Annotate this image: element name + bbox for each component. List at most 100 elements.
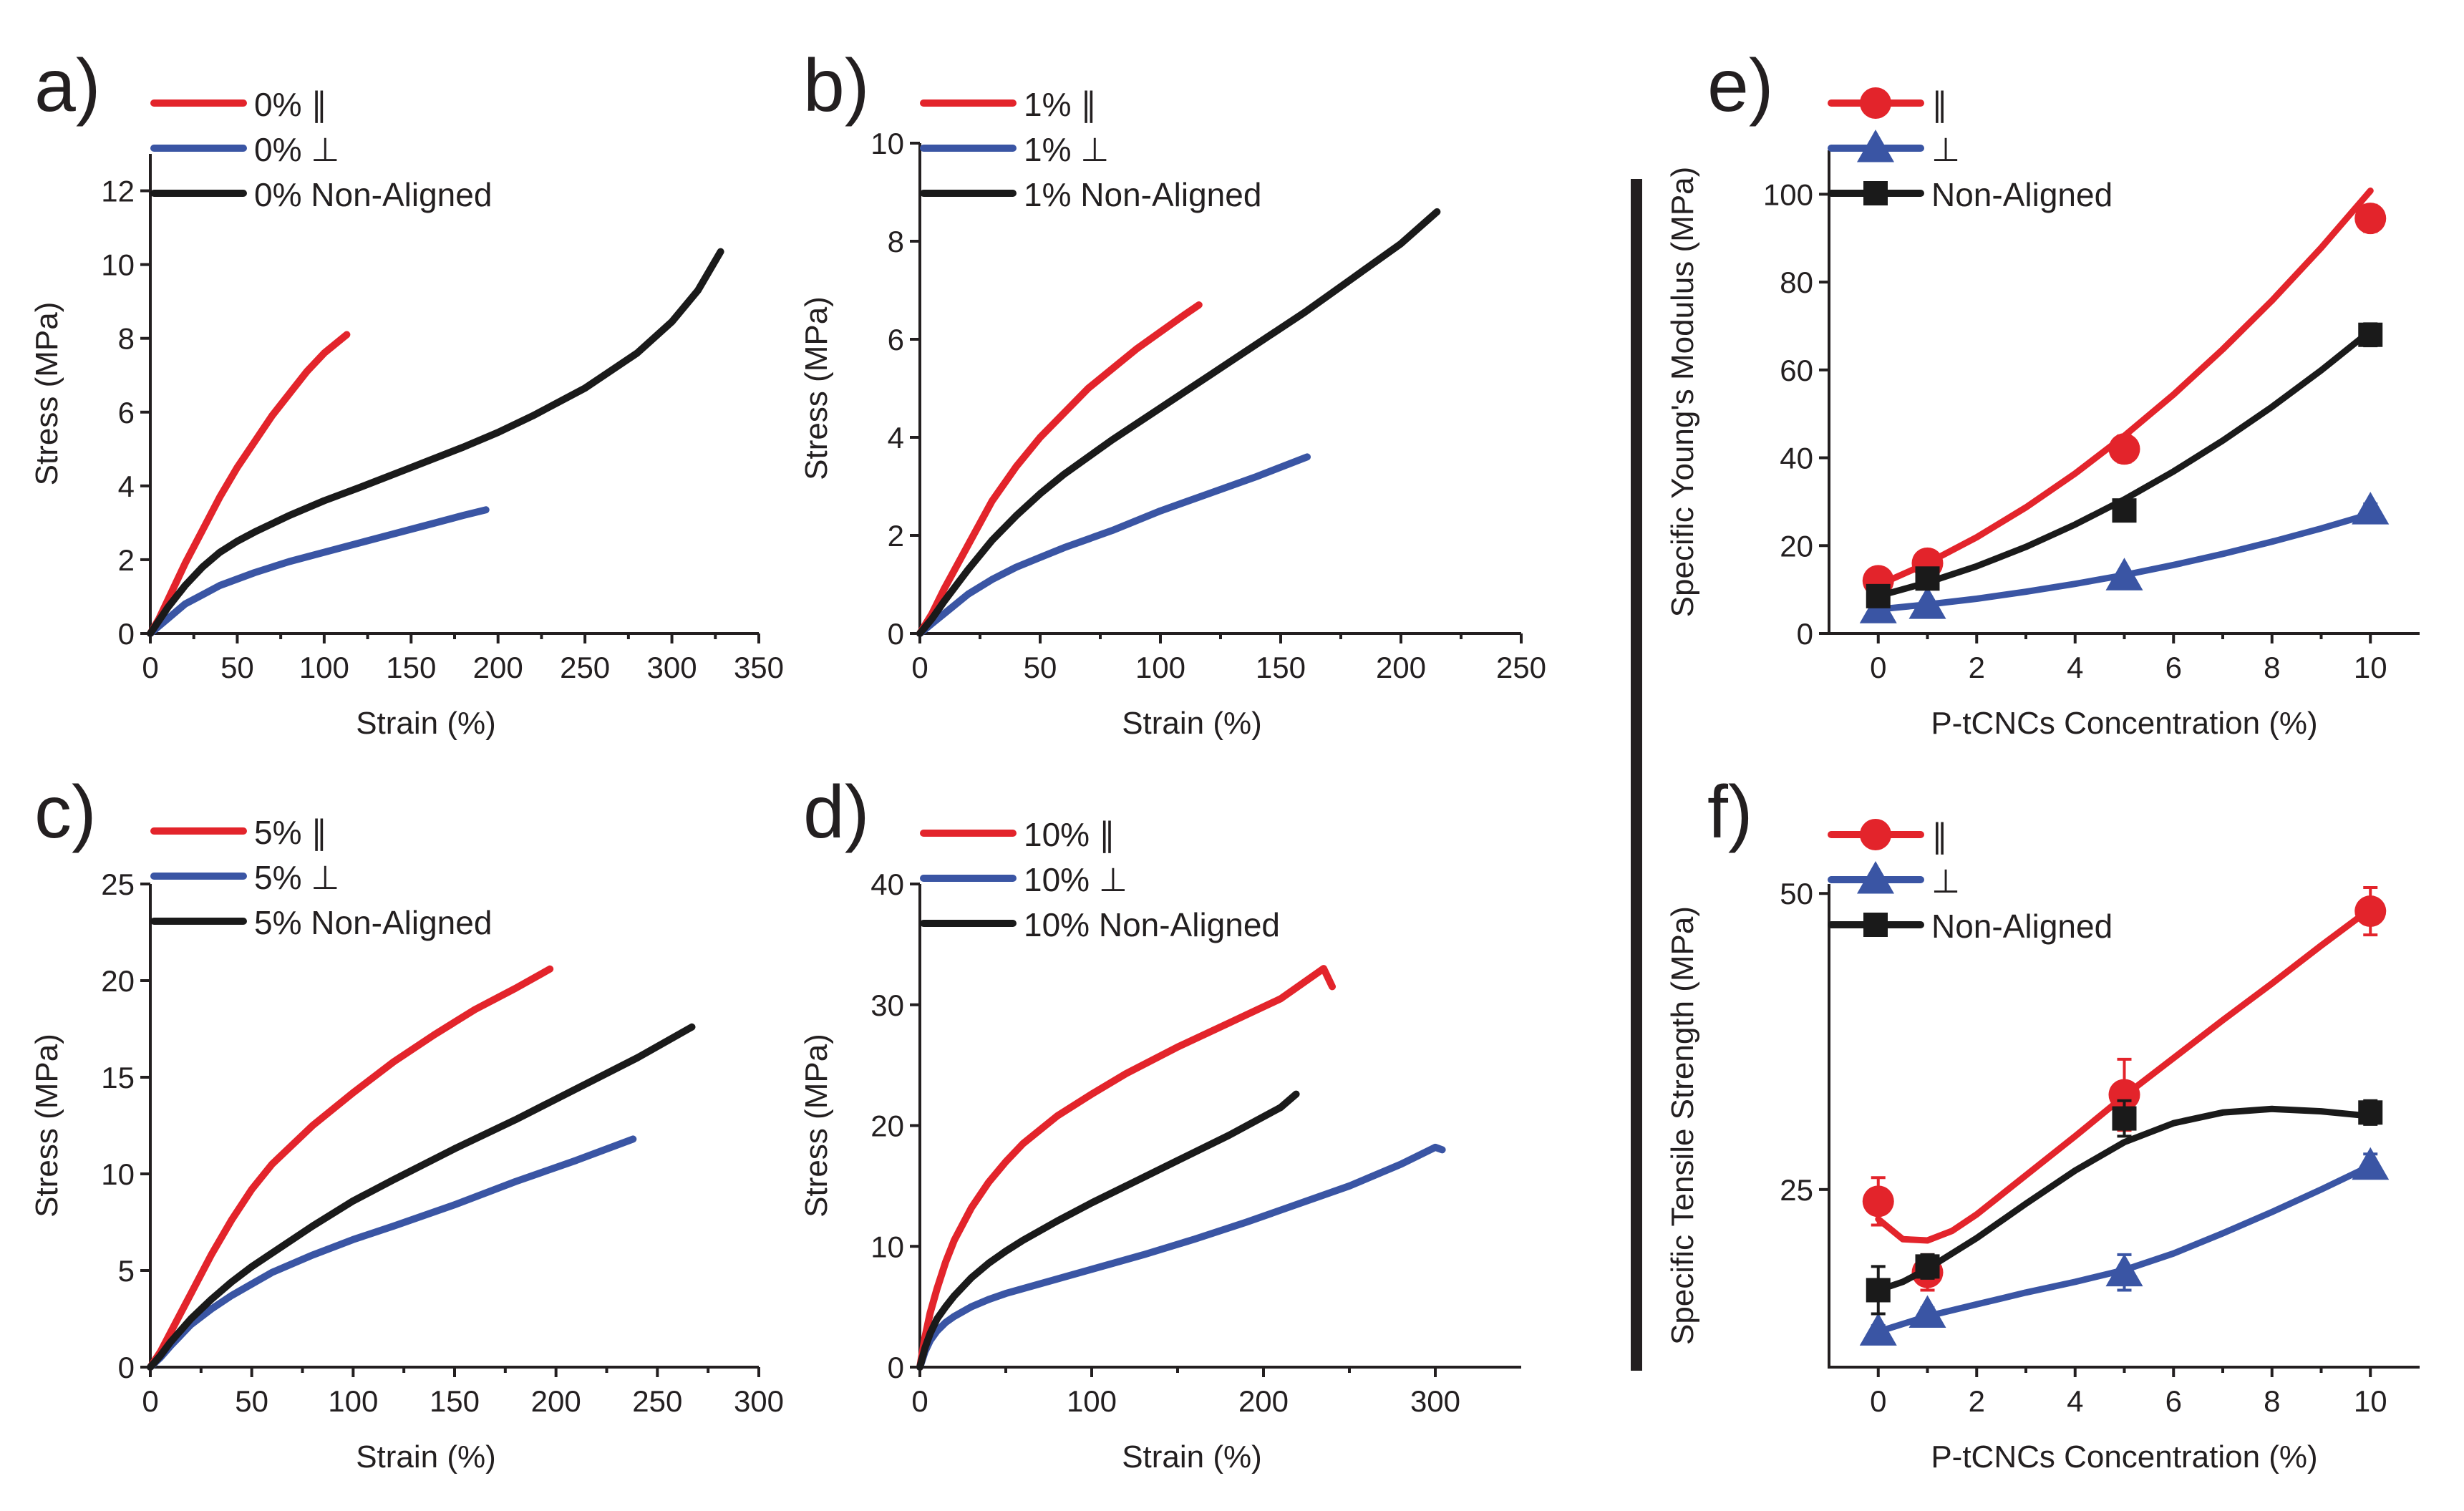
x-tick-label: 6: [2165, 651, 2182, 684]
legend-marker-square: [1863, 181, 1888, 205]
x-tick-label: 150: [430, 1384, 480, 1418]
x-tick-label: 8: [2264, 651, 2280, 684]
series-parallel: [916, 965, 1336, 1371]
legend-label: 5% ∥: [254, 814, 327, 851]
legend-entry: 0% ⊥: [150, 131, 339, 168]
x-axis-label: Strain (%): [356, 706, 496, 741]
x-tick-label: 50: [1024, 651, 1057, 684]
y-tick-label: 100: [1763, 178, 1813, 211]
y-tick-label: 2: [118, 543, 135, 577]
y-tick-label: 0: [118, 1351, 135, 1384]
series-non_aligned: [147, 248, 724, 637]
y-tick-label: 25: [1780, 1173, 1813, 1207]
legend-label: Non-Aligned: [1931, 908, 2113, 945]
fit-curve: [1875, 1162, 2374, 1335]
x-tick-label: 250: [632, 1384, 682, 1418]
legend-label: 1% Non-Aligned: [1024, 176, 1261, 213]
x-axis-label: Strain (%): [356, 1439, 496, 1474]
y-axis-label: Specific Young's Modulus (MPa): [1665, 167, 1700, 618]
legend-entry: 0% ∥: [150, 86, 327, 123]
legend-label: 10% Non-Aligned: [1024, 906, 1280, 943]
series-non_aligned: [147, 1023, 696, 1371]
series-non_aligned: [916, 1090, 1300, 1371]
y-tick-label: 6: [118, 396, 135, 429]
data-point-circle: [2108, 433, 2140, 465]
data-point-triangle: [2352, 492, 2390, 525]
chart-panel-d: d) 0 100 200 300 0 10 20 30 40 Strain (%) Stress (M…: [799, 771, 1521, 1474]
x-axis-label: Strain (%): [1122, 706, 1262, 741]
y-tick-label: 25: [101, 868, 135, 901]
stress-strain-curve: [916, 301, 1203, 637]
legend-marker-triangle: [1857, 130, 1894, 162]
stress-strain-curve: [916, 1090, 1300, 1371]
series-non_aligned: [1866, 322, 2383, 608]
x-tick-label: 150: [1256, 651, 1306, 684]
y-axis-label: Stress (MPa): [799, 1034, 834, 1218]
legend-entry: ⊥: [1828, 130, 1960, 168]
stress-strain-curve: [147, 331, 351, 637]
axis-frame: [149, 154, 759, 635]
data-point-circle: [2354, 895, 2387, 928]
y-tick-label: 80: [1780, 266, 1813, 299]
x-tick-label: 300: [734, 1384, 784, 1418]
legend-entry: 5% ∥: [150, 814, 327, 851]
legend-entry: ⊥: [1828, 861, 1960, 900]
stress-strain-curve: [147, 1023, 696, 1371]
panel-label: d): [803, 771, 869, 854]
series-non_aligned: [916, 208, 1441, 637]
y-tick-label: 10: [101, 1157, 135, 1191]
series-parallel: [1862, 188, 2387, 597]
legend-entry: 1% ⊥: [920, 131, 1109, 168]
x-tick-label: 2: [1969, 651, 1985, 684]
y-tick-label: 10: [870, 1230, 904, 1263]
chart-panel-c: c) 0 50 100 150 200 250 300 0 5 10 15 20 25 Strain (%)…: [29, 771, 784, 1474]
x-tick-label: 10: [2354, 1384, 2387, 1418]
x-tick-label: 6: [2165, 1384, 2182, 1418]
y-tick-label: 5: [118, 1254, 135, 1288]
chart-panel-f: f) 0 2 4 6 8 10 25 50 P-tCNCs Concentration (%) Sp…: [1665, 771, 2420, 1474]
y-tick-label: 2: [888, 519, 904, 553]
y-axis-label: Specific Tensile Strength (MPa): [1665, 906, 1700, 1345]
data-point-triangle: [1908, 586, 1946, 619]
y-tick-label: 0: [888, 617, 904, 651]
y-tick-label: 8: [888, 225, 904, 258]
series-parallel: [1862, 885, 2387, 1292]
series-perpendicular: [1859, 1147, 2390, 1346]
legend-marker-triangle: [1857, 861, 1894, 894]
series-perpendicular: [1859, 492, 2390, 623]
x-tick-label: 4: [2067, 651, 2083, 684]
x-tick-label: 100: [1135, 651, 1185, 684]
y-tick-label: 15: [101, 1061, 135, 1094]
y-tick-label: 8: [118, 322, 135, 356]
x-tick-label: 150: [386, 651, 436, 684]
y-axis-label: Stress (MPa): [799, 296, 834, 480]
x-tick-label: 0: [1870, 1384, 1886, 1418]
y-axis-label: Stress (MPa): [29, 302, 64, 486]
x-axis-label: P-tCNCs Concentration (%): [1931, 1439, 2317, 1474]
legend-entry: ∥: [1828, 86, 1948, 123]
x-tick-label: 250: [560, 651, 610, 684]
chart-panel-a: a) 0 50 100 150 200 250 300 350 0 2 4 6 8 10 12 Strain (…: [29, 44, 784, 741]
panel-label: f): [1707, 771, 1753, 854]
y-tick-label: 10: [870, 127, 904, 160]
y-tick-label: 4: [118, 470, 135, 503]
x-tick-label: 50: [235, 1384, 268, 1418]
series-parallel: [147, 331, 351, 637]
y-tick-label: 20: [870, 1109, 904, 1143]
series-perpendicular: [147, 506, 490, 637]
y-tick-label: 0: [1797, 617, 1813, 651]
data-point-triangle: [2352, 1147, 2390, 1180]
stress-strain-curve: [916, 208, 1441, 637]
legend-label: 0% ⊥: [254, 131, 339, 168]
data-point-circle: [2108, 1079, 2140, 1111]
x-tick-label: 0: [142, 651, 158, 684]
y-tick-label: 6: [888, 323, 904, 356]
legend-label: ⊥: [1931, 863, 1960, 900]
x-tick-label: 8: [2264, 1384, 2280, 1418]
legend-label: 10% ∥: [1024, 816, 1115, 853]
y-tick-label: 20: [101, 964, 135, 998]
x-tick-label: 0: [911, 651, 928, 684]
legend-label: 5% Non-Aligned: [254, 904, 492, 941]
